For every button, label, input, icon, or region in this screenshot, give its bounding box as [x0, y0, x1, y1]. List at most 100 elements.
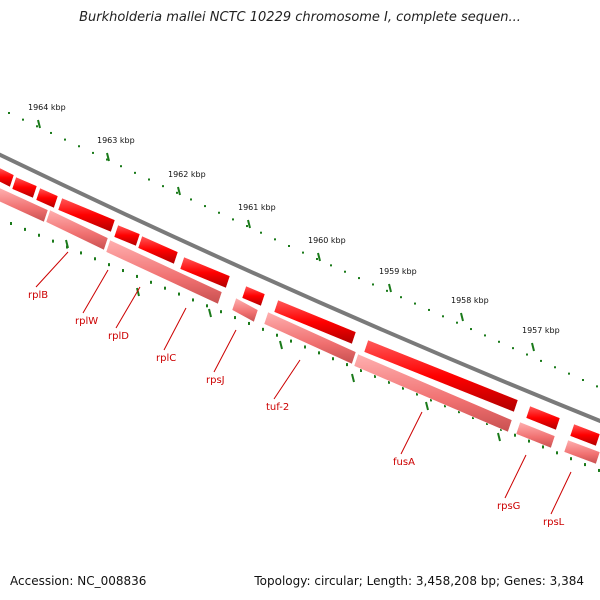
kbp-label: 1964 kbp	[28, 103, 66, 112]
gene-features	[0, 167, 600, 465]
gene-block-reverse	[105, 239, 223, 305]
kbp-label: 1962 kbp	[168, 170, 206, 179]
kbp-labels: 1964 kbp 1963 kbp 1962 kbp 1961 kbp 1960 kbp…	[28, 103, 560, 335]
major-tick	[247, 219, 251, 229]
inner-minor-tick	[570, 457, 572, 461]
inner-minor-tick	[94, 257, 96, 261]
inner-minor-tick	[430, 398, 432, 402]
inner-minor-tick	[584, 463, 586, 467]
inner-minor-tick	[248, 321, 250, 325]
inner-minor-tick	[38, 233, 40, 237]
inner-minor-tick	[528, 439, 530, 443]
gene-block-forward	[363, 339, 519, 413]
gene-block-forward	[0, 167, 15, 188]
major-tick	[531, 342, 535, 352]
gene-block-forward	[35, 187, 59, 209]
inner-minor-tick	[556, 451, 558, 455]
minor-tick	[50, 131, 52, 134]
inner-minor-tick	[458, 410, 460, 414]
summary-text: Topology: circular; Length: 3,458,208 bp…	[254, 574, 584, 588]
gene-label: rpsL	[543, 517, 565, 528]
minor-tick	[22, 118, 24, 121]
gene-block-forward	[137, 235, 179, 265]
minor-tick	[596, 385, 598, 388]
inner-minor-tick	[108, 263, 110, 267]
inner-minor-tick	[444, 404, 446, 408]
gene-label: rplW	[75, 316, 98, 327]
inner-major-tick	[65, 239, 69, 249]
gene-label: rplC	[156, 353, 176, 364]
inner-minor-tick	[374, 374, 376, 378]
inner-minor-tick	[402, 386, 404, 390]
minor-tick	[470, 328, 472, 331]
inner-minor-tick	[150, 280, 152, 284]
gene-label: rplB	[28, 290, 48, 301]
minor-tick	[134, 171, 136, 174]
minor-tick	[498, 340, 500, 343]
inner-major-tick	[497, 432, 501, 442]
kbp-label: 1961 kbp	[238, 203, 276, 212]
inner-minor-tick	[290, 339, 292, 343]
minor-tick	[148, 178, 150, 181]
inner-minor-tick	[318, 351, 320, 355]
minor-tick	[554, 366, 556, 369]
inner-major-tick	[136, 287, 140, 297]
gene-label: rpsJ	[206, 375, 225, 386]
kbp-label: 1963 kbp	[97, 136, 135, 145]
minor-tick	[386, 289, 388, 292]
inner-major-tick	[208, 308, 212, 318]
gene-block-forward	[569, 423, 600, 447]
gene-block-reverse	[45, 209, 109, 251]
map-title: Burkholderia mallei NCTC 10229 chromosom…	[79, 10, 521, 25]
gene-label: fusA	[393, 457, 415, 468]
inner-minor-tick	[304, 345, 306, 349]
kbp-label: 1960 kbp	[308, 236, 346, 245]
inner-minor-tick	[192, 298, 194, 302]
major-tick	[37, 119, 41, 129]
minor-tick	[190, 198, 192, 201]
inner-minor-tick	[206, 304, 208, 308]
minor-tick	[512, 347, 514, 350]
minor-tick	[78, 145, 80, 148]
inner-minor-tick	[332, 357, 334, 361]
minor-tick	[302, 251, 304, 254]
kbp-label: 1958 kbp	[451, 296, 489, 305]
gene-label: rplD	[108, 331, 129, 342]
kbp-label: 1957 kbp	[522, 326, 560, 335]
minor-tick	[232, 218, 234, 221]
minor-tick	[400, 296, 402, 299]
inner-minor-tick	[10, 222, 12, 225]
inner-scale-ticks	[10, 222, 600, 472]
inner-minor-tick	[276, 333, 278, 337]
gene-labels: rplB rplW rplD rplC rpsJ tuf-2 fusA rpsG rpsL	[28, 251, 572, 528]
gene-block-reverse	[263, 311, 357, 365]
inner-minor-tick	[52, 239, 54, 243]
minor-tick	[106, 158, 108, 161]
gene-block-forward	[11, 176, 38, 199]
minor-tick	[526, 353, 528, 356]
backbone-line	[0, 152, 600, 424]
gene-leader-line	[35, 251, 69, 288]
minor-tick	[218, 211, 220, 214]
gene-block-forward	[525, 405, 561, 431]
inner-minor-tick	[388, 380, 390, 384]
inner-minor-tick	[136, 274, 138, 278]
inner-minor-tick	[262, 327, 264, 331]
gene-block-reverse	[231, 297, 259, 323]
gene-block-reverse	[0, 187, 49, 223]
gene-leader-line	[163, 307, 187, 351]
gene-leader-line	[400, 411, 423, 455]
inner-minor-tick	[486, 421, 488, 425]
inner-major-tick	[425, 401, 429, 411]
minor-tick	[316, 257, 318, 260]
major-tick	[388, 283, 392, 293]
inner-minor-tick	[598, 468, 600, 472]
gene-leader-line	[115, 286, 141, 329]
inner-minor-tick	[164, 286, 166, 290]
minor-tick	[484, 334, 486, 337]
minor-tick	[456, 321, 458, 324]
inner-minor-tick	[122, 269, 124, 273]
minor-tick	[372, 283, 374, 286]
accession-text: Accession: NC_008836	[10, 574, 147, 588]
